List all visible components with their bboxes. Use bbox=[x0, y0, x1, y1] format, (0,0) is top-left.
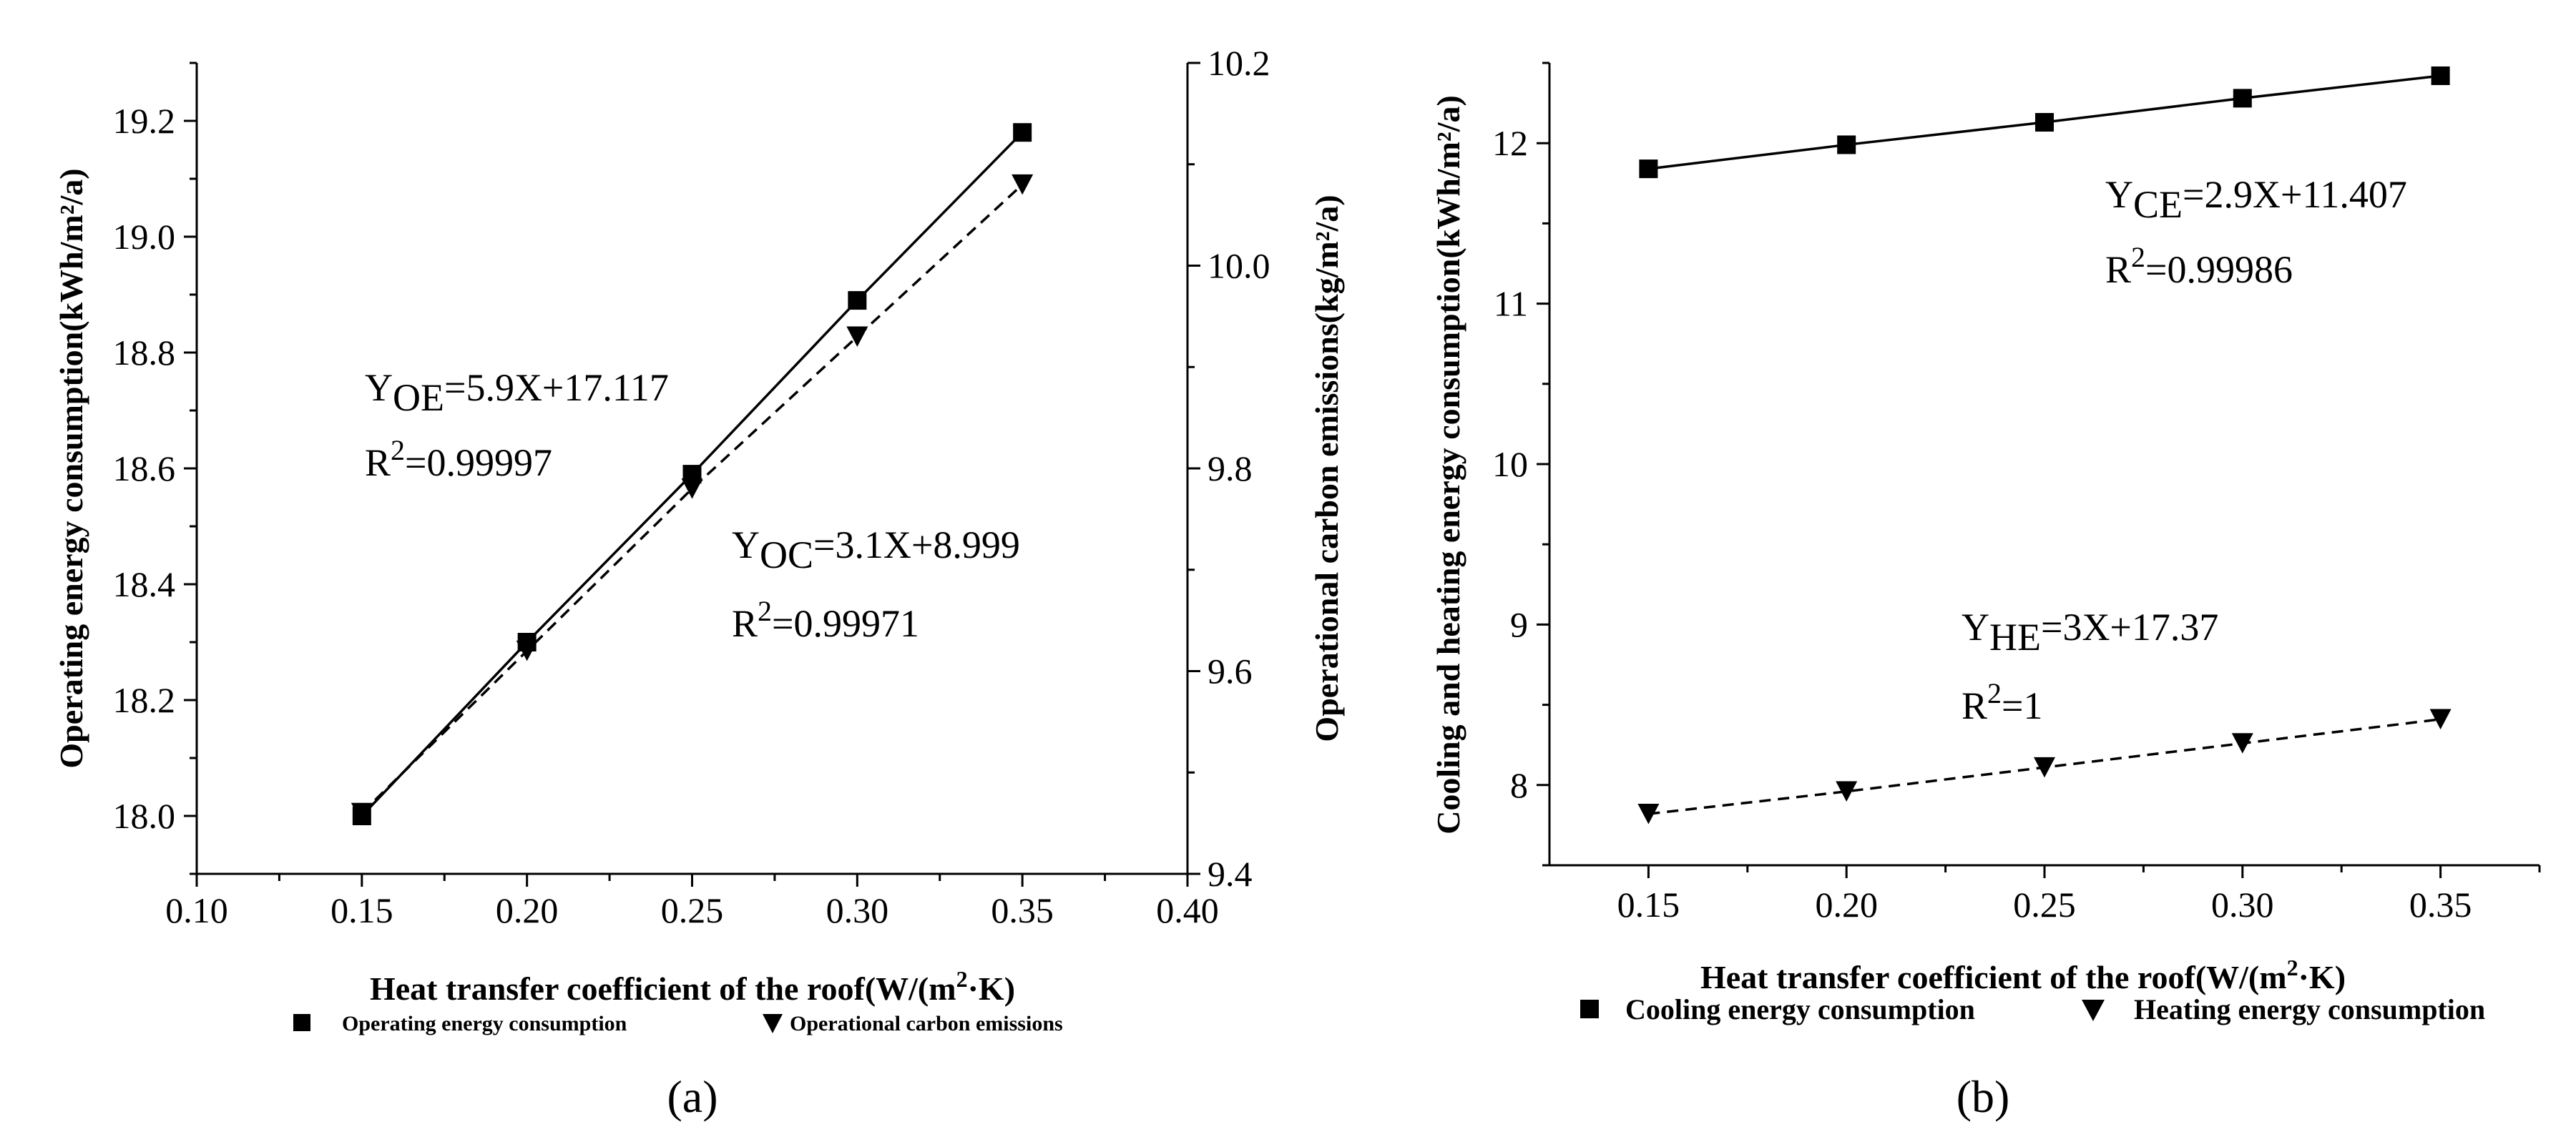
legend-a-label-energy: Operating energy consumption bbox=[342, 1012, 627, 1035]
chart-b-x-axis-title: Heat transfer coefficient of the roof(W/… bbox=[1700, 955, 2346, 995]
chart-a-y2-axis-title: Operational carbon emissions(kg/m²/a) bbox=[1308, 195, 1345, 742]
chart-a-y2-tick-label: 9.4 bbox=[1208, 854, 1253, 894]
chart-b-y-tick-label: 11 bbox=[1494, 284, 1528, 324]
chart-b-x-tick-label: 0.30 bbox=[2211, 885, 2274, 925]
chart-b-point-1-3 bbox=[2231, 733, 2253, 754]
chart-a-x-tick-label: 0.30 bbox=[826, 890, 889, 930]
equation-oe: YOE=5.9X+17.117 bbox=[365, 366, 669, 419]
chart-b-point-0-1 bbox=[1837, 135, 1856, 154]
chart-a-x-tick-label: 0.25 bbox=[661, 890, 724, 930]
r2-oc: R2=0.99971 bbox=[732, 595, 919, 645]
chart-b-y-tick-label: 8 bbox=[1510, 765, 1528, 805]
equation-ce: YCE=2.9X+11.407 bbox=[2105, 173, 2407, 226]
chart-b-point-0-0 bbox=[1639, 159, 1658, 179]
chart-a-y2-tick-label: 9.8 bbox=[1208, 448, 1253, 488]
chart-b-y-tick-label: 9 bbox=[1510, 604, 1528, 644]
chart-b-point-1-0 bbox=[1637, 803, 1660, 825]
chart-a-y-tick-label: 18.0 bbox=[113, 796, 176, 836]
legend-a-marker-carbon bbox=[763, 1014, 783, 1033]
chart-a-x-tick-label: 0.40 bbox=[1156, 890, 1219, 930]
legend-b-marker-heating bbox=[2082, 1000, 2105, 1021]
chart-b-x-tick-label: 0.20 bbox=[1815, 885, 1878, 925]
chart-b-x-tick-label: 0.15 bbox=[1617, 885, 1680, 925]
chart-b-x-tick-label: 0.35 bbox=[2409, 885, 2472, 925]
r2-he: R2=1 bbox=[1962, 677, 2043, 727]
r2-ce: R2=0.99986 bbox=[2105, 241, 2293, 291]
chart-a-x-axis-title: Heat transfer coefficient of the roof(W/… bbox=[370, 966, 1015, 1007]
chart-b-y-axis-title: Cooling and heating energy consumption(k… bbox=[1430, 95, 1466, 835]
chart-b: 0.15 0.20 0.25 0.30 0.35 8 9 10 11 12 Cooling an… bbox=[1430, 61, 2541, 1122]
chart-b-point-1-4 bbox=[2429, 709, 2452, 730]
chart-a-y-tick-label: 18.2 bbox=[113, 680, 176, 720]
chart-a-y2-tick-label: 9.6 bbox=[1208, 651, 1253, 691]
chart-a-y-tick-label: 18.8 bbox=[113, 333, 176, 373]
chart-a-y2-tick-label: 10.0 bbox=[1208, 246, 1270, 286]
chart-b-y-tick-label: 10 bbox=[1492, 444, 1528, 484]
chart-a-point-1-3 bbox=[846, 326, 868, 347]
legend-a-label-carbon: Operational carbon emissions bbox=[790, 1012, 1063, 1035]
chart-a-y2-tick-label: 10.2 bbox=[1208, 43, 1270, 83]
chart-a-y-tick-label: 18.6 bbox=[113, 448, 176, 488]
r2-oe: R2=0.99997 bbox=[365, 434, 552, 484]
chart-b-point-0-4 bbox=[2431, 66, 2450, 85]
chart-a: 0.10 0.15 0.20 0.25 0.30 0.35 0.40 18.0 18.2 18.… bbox=[53, 43, 1345, 1122]
chart-a-point-1-0 bbox=[351, 802, 373, 824]
chart-b-point-0-3 bbox=[2233, 89, 2252, 108]
chart-b-point-1-1 bbox=[1836, 781, 1858, 802]
chart-b-point-0-2 bbox=[2035, 113, 2054, 132]
equation-he: YHE=3X+17.37 bbox=[1962, 606, 2218, 659]
chart-a-point-1-4 bbox=[1012, 174, 1034, 195]
panel-label-b: (b) bbox=[1957, 1071, 2010, 1122]
legend-b-label-heating: Heating energy consumption bbox=[2134, 993, 2485, 1025]
chart-a-y-tick-label: 19.2 bbox=[113, 101, 176, 141]
chart-a-point-0-4 bbox=[1013, 123, 1032, 142]
chart-b-point-1-2 bbox=[2034, 757, 2055, 778]
legend-b-label-cooling: Cooling energy consumption bbox=[1625, 993, 1975, 1025]
chart-a-series-line-1 bbox=[361, 183, 1024, 814]
chart-a-x-tick-label: 0.35 bbox=[991, 890, 1054, 930]
legend-b-marker-cooling bbox=[1580, 1000, 1599, 1018]
chart-a-y-tick-label: 18.4 bbox=[113, 564, 176, 604]
chart-b-x-tick-label: 0.25 bbox=[2013, 885, 2076, 925]
chart-a-point-1-1 bbox=[516, 640, 538, 661]
chart-a-y-tick-label: 19.0 bbox=[113, 217, 176, 257]
chart-a-y-axis-title: Operating energy consumption(kWh/m²/a) bbox=[53, 168, 89, 768]
chart-a-x-tick-label: 0.15 bbox=[330, 890, 393, 930]
chart-a-point-1-2 bbox=[681, 478, 703, 499]
panel-label-a: (a) bbox=[667, 1071, 718, 1122]
equation-oc: YOC=3.1X+8.999 bbox=[732, 523, 1020, 576]
chart-a-x-tick-label: 0.20 bbox=[496, 890, 559, 930]
legend-a-marker-energy bbox=[293, 1014, 310, 1031]
chart-a-point-0-3 bbox=[848, 291, 867, 310]
chart-b-y-tick-label: 12 bbox=[1492, 123, 1528, 163]
chart-a-x-tick-label: 0.10 bbox=[165, 890, 228, 930]
